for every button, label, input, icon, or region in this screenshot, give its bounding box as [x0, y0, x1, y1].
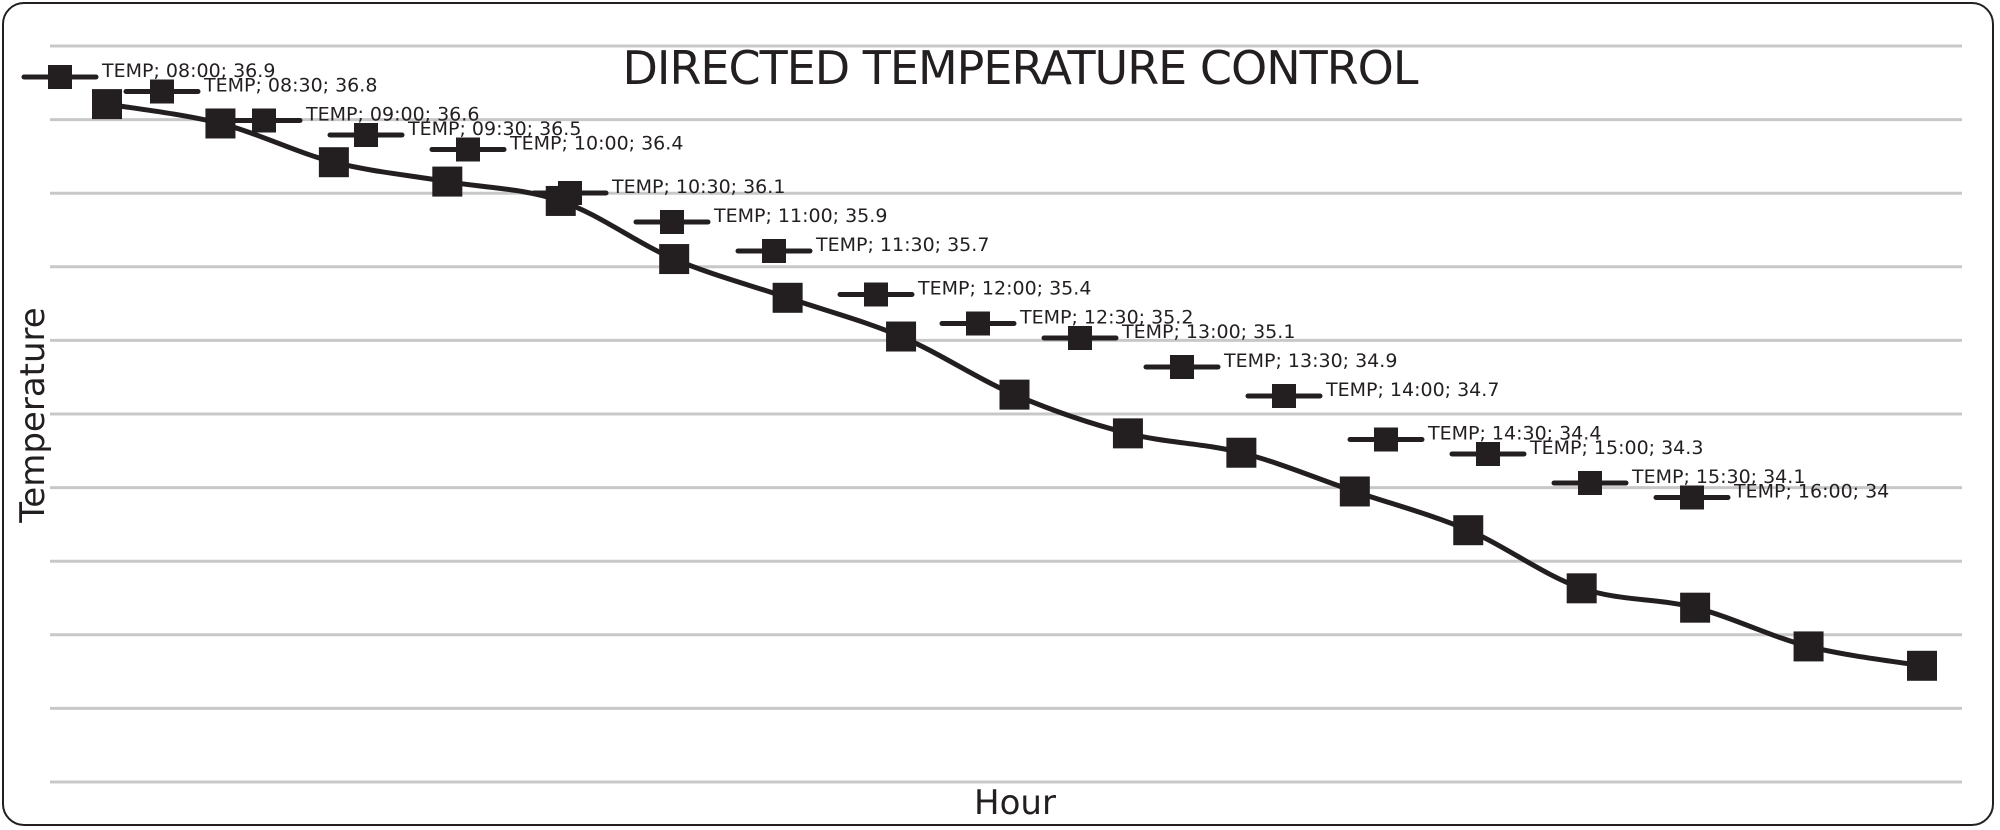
data-label: TEMP; 08:00; 36.9: [101, 60, 275, 82]
data-label: TEMP; 12:30; 35.2: [1019, 307, 1193, 329]
label-key-square: [1578, 471, 1602, 495]
data-point-marker: [1566, 573, 1597, 604]
label-key-square: [1272, 384, 1296, 408]
data-point-marker: [432, 166, 463, 197]
data-point-marker: [1453, 515, 1484, 546]
data-point-marker: [318, 147, 349, 178]
data-point-marker: [772, 282, 803, 313]
data-label: TEMP; 10:30; 36.1: [611, 176, 785, 198]
data-markers: [92, 89, 1937, 681]
chart-title: DIRECTED TEMPERATURE CONTROL: [622, 41, 1418, 95]
y-axis-label: Temperature: [13, 307, 53, 523]
data-label: TEMP; 11:00; 35.9: [713, 205, 887, 227]
data-label: TEMP; 11:30; 35.7: [815, 234, 989, 256]
data-point-marker: [886, 321, 917, 352]
data-label: TEMP; 10:00; 36.4: [509, 133, 683, 155]
data-label: TEMP; 15:00; 34.3: [1529, 437, 1703, 459]
label-key-square: [48, 65, 72, 89]
data-point-marker: [1112, 418, 1143, 449]
gridlines: [50, 44, 1962, 784]
data-label: TEMP; 13:30; 34.9: [1223, 350, 1397, 372]
label-key-square: [354, 123, 378, 147]
data-label: TEMP; 15:30; 34.1: [1631, 466, 1805, 488]
label-key-square: [762, 239, 786, 263]
data-label: TEMP; 09:00; 36.6: [305, 104, 479, 126]
x-axis-label: Hour: [974, 783, 1056, 823]
label-key-square: [1374, 427, 1398, 452]
label-key-square: [252, 108, 276, 133]
label-key-square: [1680, 485, 1704, 510]
label-key-square: [1170, 355, 1194, 379]
data-point-marker: [1226, 437, 1257, 468]
data-point-marker: [1793, 631, 1824, 662]
data-label: TEMP; 13:00; 35.1: [1121, 321, 1295, 343]
label-key-square: [864, 282, 888, 307]
data-point-marker: [545, 185, 576, 216]
data-label: TEMP; 12:00; 35.4: [917, 278, 1091, 300]
data-point-marker: [1339, 476, 1370, 507]
label-key-square: [150, 79, 174, 104]
label-key-square: [966, 311, 990, 336]
data-label: TEMP; 14:30; 34.4: [1427, 423, 1601, 445]
label-key-square: [1068, 326, 1092, 350]
label-key-square: [1476, 442, 1500, 466]
data-point-marker: [999, 379, 1030, 410]
data-point-marker: [1907, 650, 1937, 681]
data-point-marker: [92, 89, 122, 120]
label-key-square: [456, 137, 480, 162]
data-label: TEMP; 08:30; 36.8: [203, 75, 377, 97]
data-label: TEMP; 14:00; 34.7: [1325, 379, 1499, 401]
data-point-marker: [205, 108, 236, 139]
data-point-marker: [1680, 592, 1711, 623]
data-label: TEMP; 09:30; 36.5: [407, 118, 581, 140]
data-point-marker: [659, 244, 690, 275]
label-key-square: [660, 210, 684, 234]
data-label: TEMP; 16:00; 34: [1733, 481, 1889, 503]
